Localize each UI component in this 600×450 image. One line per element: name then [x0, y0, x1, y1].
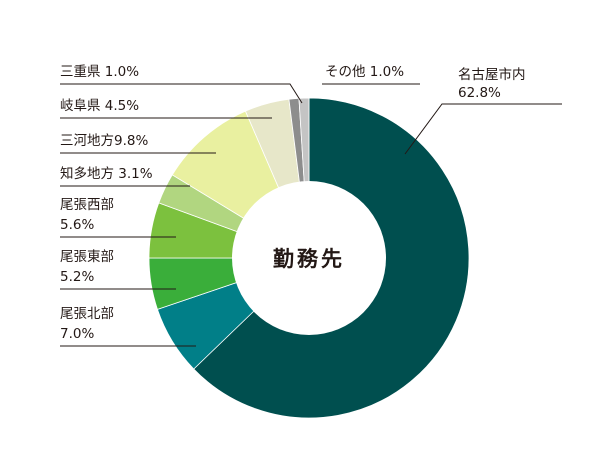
center-label: 勤務先 [273, 247, 345, 271]
label-owari-kita-value: 7.0% [60, 326, 94, 342]
leader-line-nagoya [404, 103, 562, 155]
label-owari-nishi-value: 5.6% [60, 217, 94, 233]
label-nagoya-value: 62.8% [458, 85, 501, 101]
label-owari-nishi-name: 尾張西部 [60, 197, 114, 213]
label-sonota: その他 1.0% [325, 64, 404, 80]
label-nagoya-name: 名古屋市内 [458, 66, 526, 83]
label-owari-higashi-name: 尾張東部 [60, 249, 114, 265]
label-owari-kita-name: 尾張北部 [60, 306, 114, 322]
label-mie: 三重県 1.0% [60, 64, 139, 80]
label-mikawa: 三河地方9.8% [60, 133, 148, 149]
slice-labels: 名古屋市内 62.8% 尾張北部 7.0% 尾張東部 5.2% 尾張西部 5.6… [60, 64, 526, 342]
donut-hole [232, 181, 386, 335]
leader-line-mie [60, 83, 303, 104]
label-gifu: 岐阜県 4.5% [60, 97, 139, 114]
label-chita: 知多地方 3.1% [60, 165, 153, 182]
label-owari-higashi-value: 5.2% [60, 269, 94, 285]
leader-lines [60, 83, 562, 347]
